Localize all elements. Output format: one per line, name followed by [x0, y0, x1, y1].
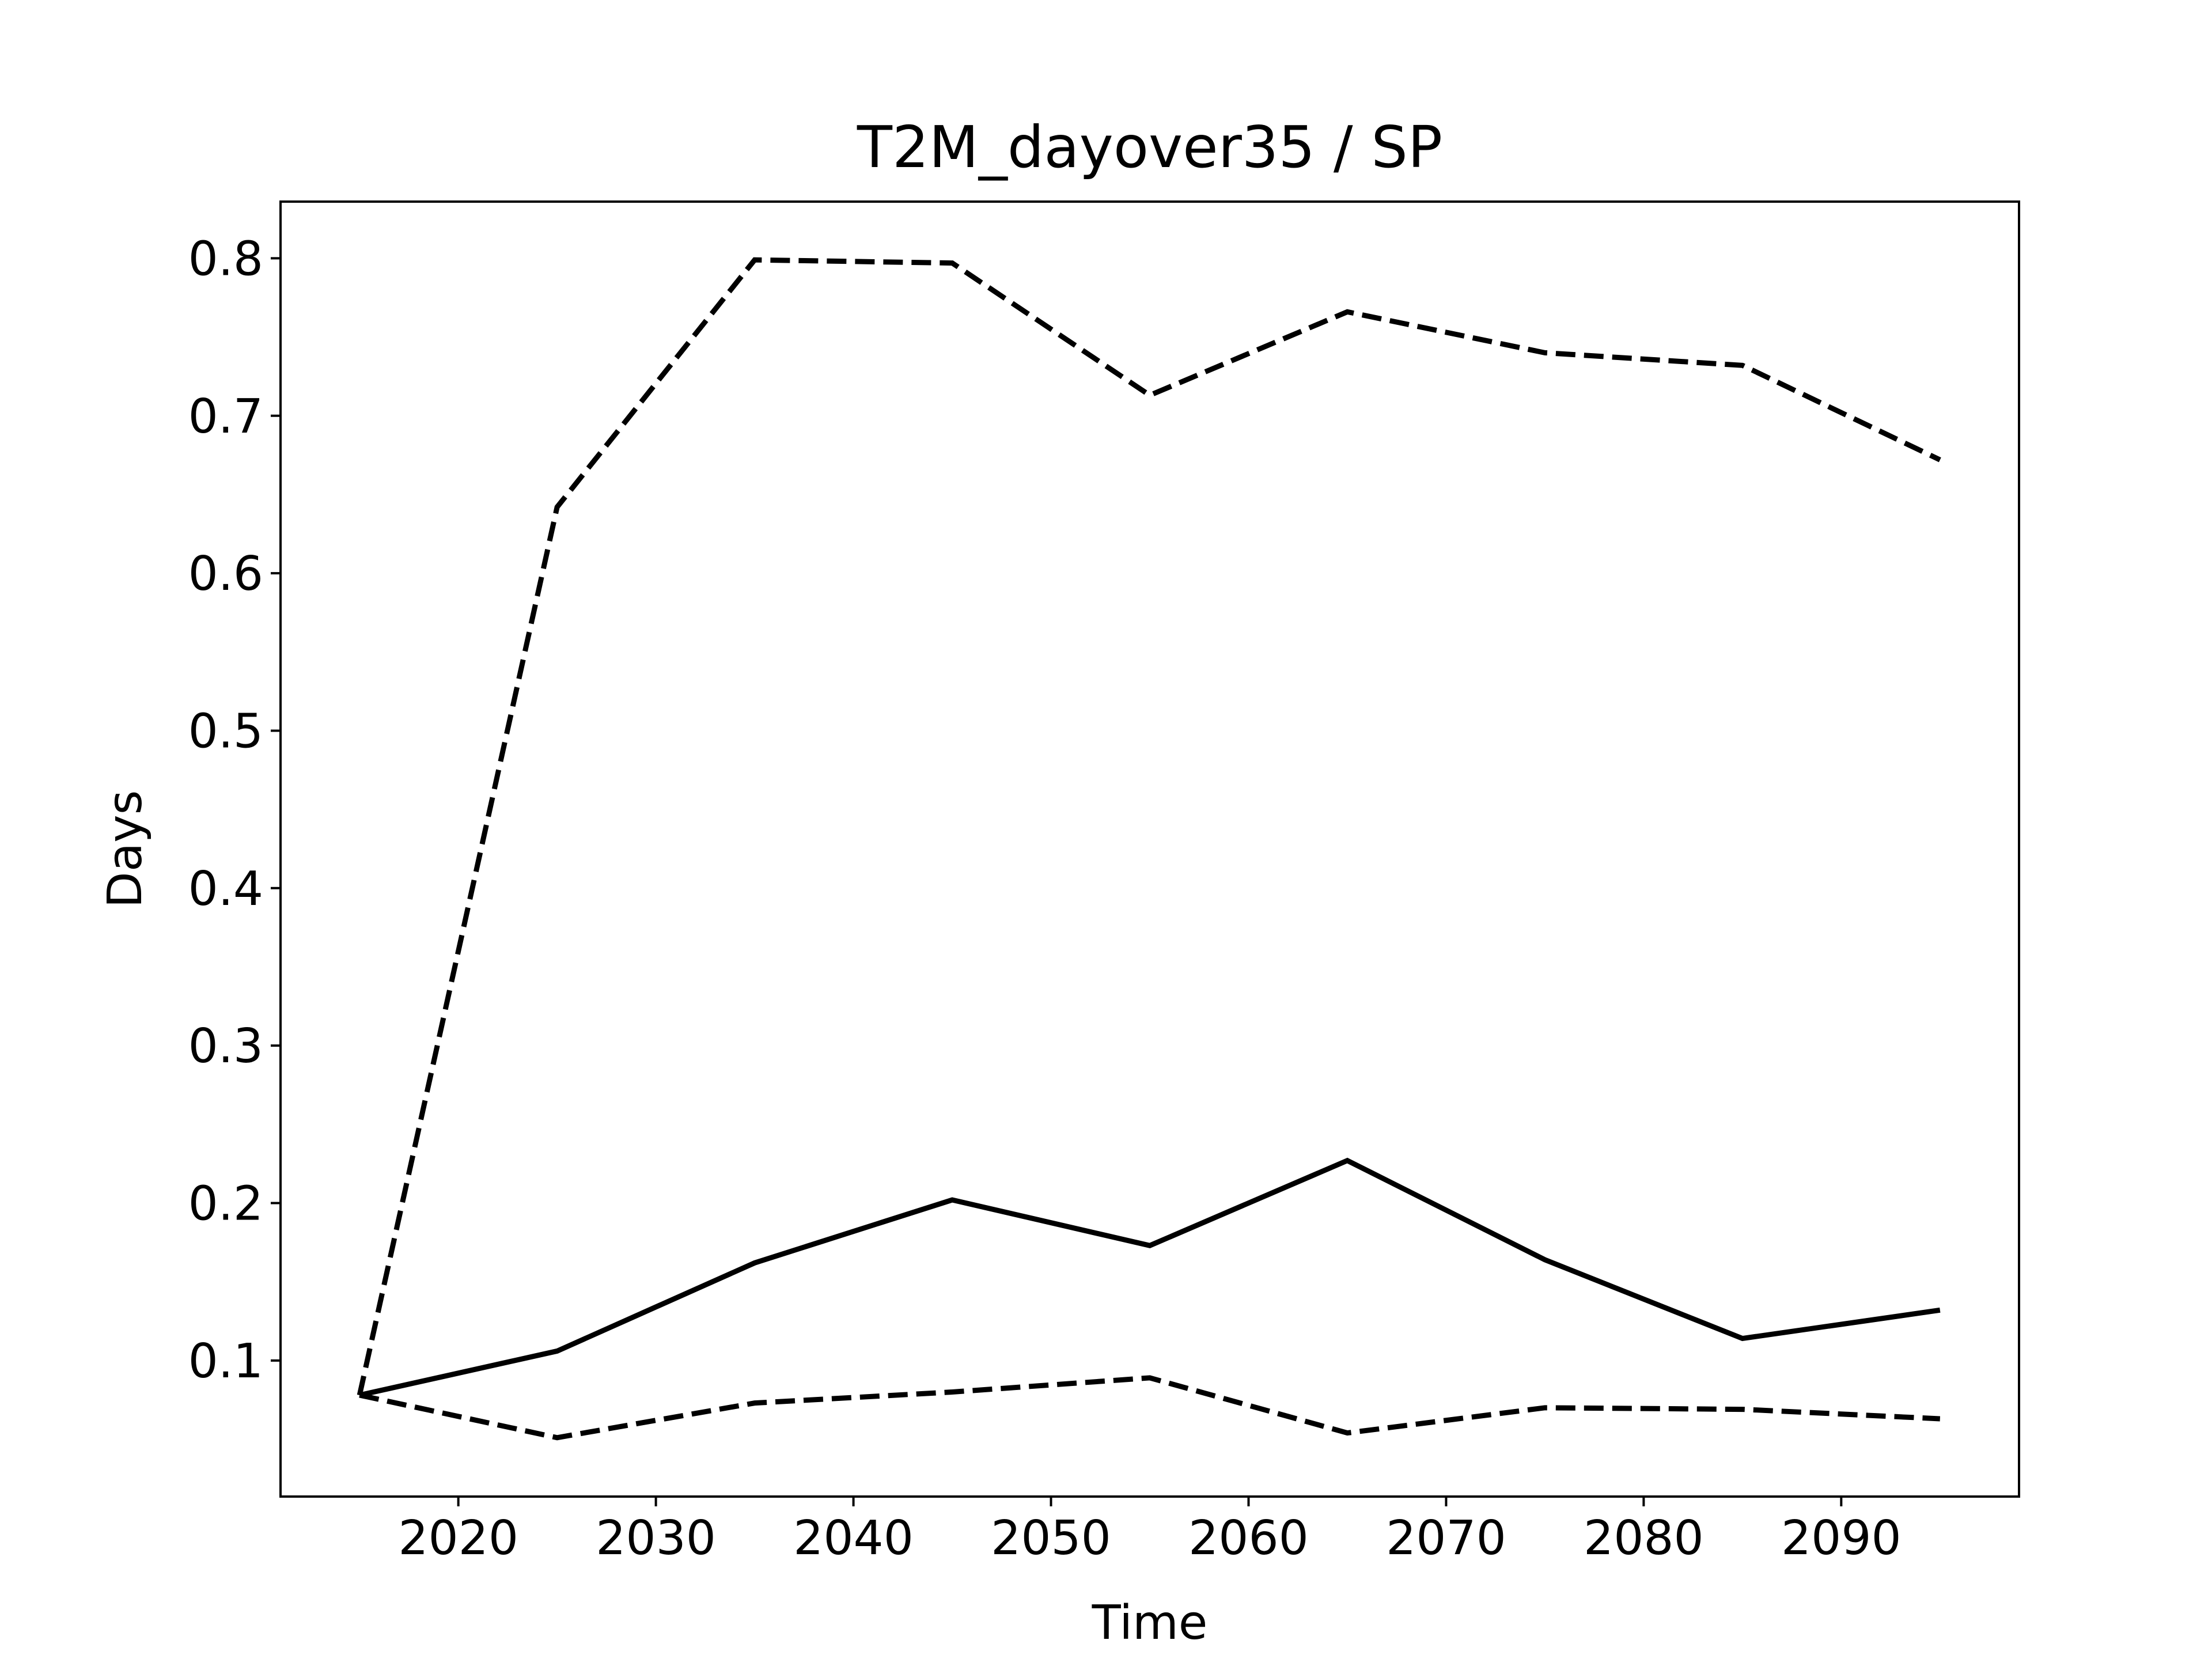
- x-tick-label: 2040: [793, 1511, 914, 1566]
- y-tick-label: 0.7: [188, 389, 263, 444]
- y-axis-label: Days: [98, 790, 153, 908]
- y-tick-label: 0.2: [188, 1176, 263, 1231]
- x-axis-label: Time: [1092, 1596, 1208, 1650]
- chart-title: T2M_dayover35 / SP: [857, 113, 1442, 181]
- y-tick-label: 0.3: [188, 1019, 263, 1074]
- x-tick-label: 2060: [1188, 1511, 1309, 1566]
- series-line: [359, 1375, 1941, 1441]
- x-tick-label: 2050: [991, 1511, 1111, 1566]
- y-tick-label: 0.4: [188, 862, 263, 916]
- x-tick-label: 2090: [1781, 1511, 1902, 1566]
- series-line: [357, 257, 1941, 1396]
- y-tick-label: 0.8: [188, 232, 263, 286]
- y-tick-label: 0.6: [188, 547, 263, 601]
- x-tick-label: 2030: [596, 1511, 716, 1566]
- y-tick-label: 0.1: [188, 1334, 263, 1389]
- x-tick-label: 2080: [1584, 1511, 1704, 1566]
- series-line: [359, 1157, 1941, 1398]
- y-tick-label: 0.5: [188, 704, 263, 759]
- x-tick-label: 2070: [1386, 1511, 1506, 1566]
- plot-frame: [279, 200, 2020, 1498]
- x-tick-label: 2020: [398, 1511, 518, 1566]
